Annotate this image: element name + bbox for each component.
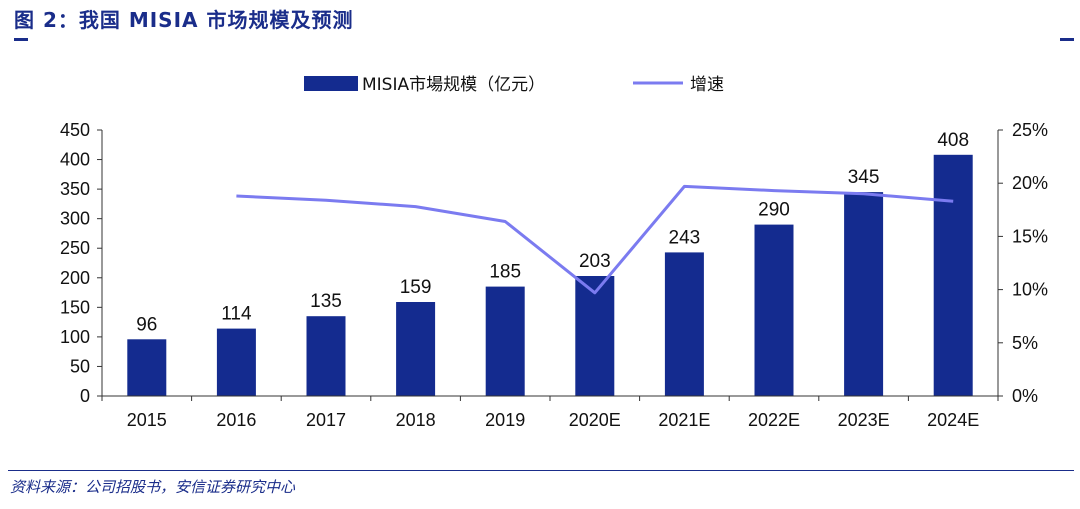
bar-2022E [754, 224, 794, 396]
growth-line [236, 184, 954, 295]
x-tick-label-2021E: 2021E [658, 410, 710, 430]
bar-2024E [933, 154, 973, 396]
left-tick-label-250: 250 [60, 238, 90, 258]
title-rule-right [1060, 38, 1074, 41]
left-tick-label-100: 100 [60, 327, 90, 347]
data-label-2015: 96 [136, 314, 157, 335]
left-tick-label-50: 50 [70, 356, 90, 376]
left-tick-label-350: 350 [60, 179, 90, 199]
left-tick-label-300: 300 [60, 209, 90, 229]
source-divider [8, 470, 1074, 471]
right-tick-label-10pct: 10% [1012, 280, 1048, 300]
right-tick-label-0pct: 0% [1012, 386, 1038, 406]
bar-2019 [485, 286, 525, 396]
growth-line-group [236, 184, 954, 295]
right-tick-label-25pct: 25% [1012, 120, 1048, 140]
bar-2017 [306, 316, 346, 396]
data-label-2022E: 290 [758, 200, 790, 221]
x-tick-label-2023E: 2023E [838, 410, 890, 430]
data-label-2018: 159 [400, 277, 432, 298]
data-label-2023E: 345 [848, 167, 880, 188]
bars-group [127, 154, 973, 396]
bar-2021E [664, 252, 704, 396]
bar-labels-group: 96 114 135 159 185 203 243 290 345 408 [136, 130, 969, 335]
bar-2015 [127, 339, 167, 396]
x-tick-label-2016: 2016 [216, 410, 256, 430]
data-label-2017: 135 [310, 291, 342, 312]
title-rule-left [14, 38, 28, 41]
source-note: 资料来源：公司招股书，安信证券研究中心 [10, 478, 296, 496]
data-label-2020E: 203 [579, 251, 611, 272]
x-tick-label-2020E: 2020E [569, 410, 621, 430]
x-tick-label-2017: 2017 [306, 410, 346, 430]
x-tick-label-2024E: 2024E [927, 410, 979, 430]
left-tick-label-0: 0 [80, 386, 90, 406]
left-tick-label-450: 450 [60, 120, 90, 140]
legend-label-bar: MISIA市場规模（亿元） [362, 75, 545, 95]
right-tick-label-5pct: 5% [1012, 333, 1038, 353]
left-tick-label-150: 150 [60, 297, 90, 317]
right-tick-label-15pct: 15% [1012, 226, 1048, 246]
legend: MISIA市場规模（亿元） 增速 [304, 75, 724, 95]
x-tick-label-2019: 2019 [485, 410, 525, 430]
bar-2018 [396, 302, 436, 396]
data-label-2024E: 408 [937, 130, 969, 151]
data-label-2016: 114 [221, 304, 252, 325]
left-tick-label-200: 200 [60, 268, 90, 288]
x-tick-label-2018: 2018 [396, 410, 436, 430]
axes-group: 0 50 100 150 200 250 300 350 400 450 0% 5% 10% 15% 20%… [60, 120, 1048, 430]
chart-title: 图 2：我国 MISIA 市场规模及预测 [14, 8, 354, 32]
data-label-2019: 185 [489, 262, 521, 283]
legend-label-line: 增速 [690, 75, 724, 95]
data-label-2021E: 243 [669, 227, 701, 248]
bar-2016 [216, 328, 256, 396]
bar-2023E [844, 192, 884, 396]
bar-2020E [575, 276, 615, 396]
legend-swatch-bar [304, 76, 358, 91]
x-tick-label-2022E: 2022E [748, 410, 800, 430]
left-tick-label-400: 400 [60, 150, 90, 170]
x-tick-label-2015: 2015 [127, 410, 167, 430]
right-tick-label-20pct: 20% [1012, 173, 1048, 193]
